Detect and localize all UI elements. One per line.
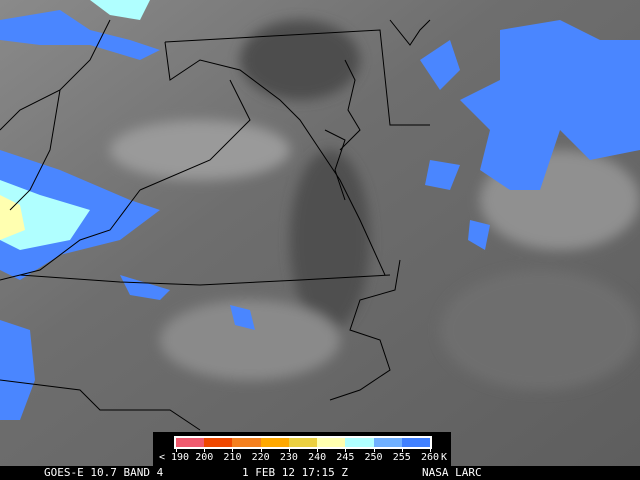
cloud-texture [110, 20, 640, 390]
legend-tick-mark [204, 447, 206, 452]
legend-tick-mark [345, 447, 347, 452]
legend-tick-mark [260, 447, 262, 452]
legend-swatch [345, 438, 374, 447]
temperature-legend: < K 190 200 210 220 230 240 245 250 255 260 [153, 432, 451, 466]
legend-tick-mark [288, 447, 290, 452]
legend-tick-mark [430, 447, 431, 452]
image-source: NASA LARC [422, 466, 482, 479]
legend-swatch [176, 438, 205, 447]
legend-tick-label: 245 [336, 452, 355, 463]
legend-tick-mark [373, 447, 375, 452]
satellite-band: GOES-E 10.7 BAND 4 [44, 466, 164, 479]
legend-unit: K [440, 452, 448, 463]
state-borders [0, 19, 431, 431]
image-caption: GOES-E 10.7 BAND 4 1 FEB 12 17:15 Z NASA… [0, 466, 640, 480]
legend-swatch [401, 438, 430, 447]
legend-tick-mark [317, 447, 319, 452]
legend-tick-mark [232, 447, 234, 452]
legend-tick-label: 230 [279, 452, 298, 463]
color-scale-bar [174, 436, 432, 449]
legend-swatch [373, 438, 402, 447]
legend-swatch [317, 438, 346, 447]
legend-tick-label: 255 [392, 452, 411, 463]
legend-swatch [260, 438, 289, 447]
legend-swatch [232, 438, 261, 447]
image-datetime: 1 FEB 12 17:15 Z [242, 466, 348, 479]
legend-tick-label: 190 [170, 452, 190, 463]
legend-tick-label: 220 [251, 452, 270, 463]
legend-tick-label: 200 [195, 452, 214, 463]
legend-tick-label: 250 [364, 452, 383, 463]
legend-swatch [204, 438, 233, 447]
legend-tick-label: 260 [420, 452, 440, 463]
legend-swatch [288, 438, 318, 447]
legend-tick-label: 210 [223, 452, 242, 463]
legend-tick-mark [176, 447, 177, 452]
legend-less-than: < [158, 452, 166, 463]
legend-tick-label: 240 [308, 452, 327, 463]
legend-tick-mark [401, 447, 403, 452]
cold-cloud-tops [0, 0, 640, 420]
infrared-map [0, 0, 640, 466]
